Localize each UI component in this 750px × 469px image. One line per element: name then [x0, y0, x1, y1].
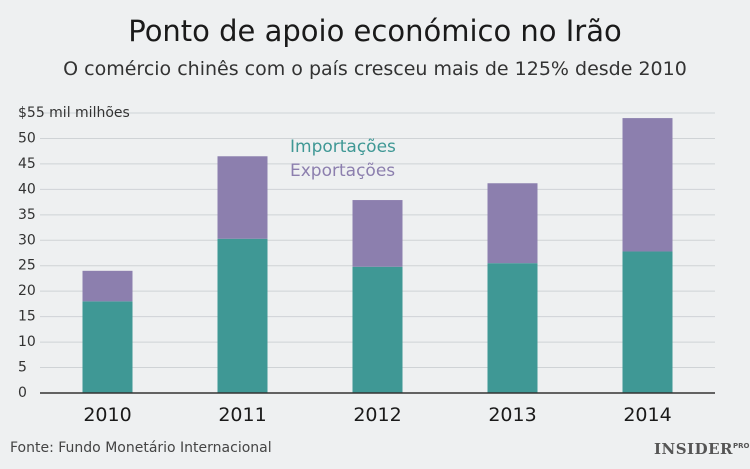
bar-imports — [622, 251, 673, 393]
y-tick-label: 40 — [18, 181, 36, 197]
x-tick-label: 2011 — [218, 404, 266, 426]
x-tick-label: 2010 — [83, 404, 131, 426]
source-note: Fonte: Fundo Monetário Internacional — [10, 440, 272, 456]
bar-imports — [352, 266, 403, 393]
y-tick-label: 35 — [18, 207, 36, 223]
chart-title: Ponto de apoio económico no Irão — [128, 14, 622, 48]
y-tick-label: 5 — [18, 360, 27, 376]
bar-imports — [82, 301, 133, 393]
y-tick-label: 50 — [18, 130, 36, 146]
y-tick-label: $55 mil milhões — [18, 105, 130, 121]
legend-label-imports: Importações — [290, 137, 396, 157]
bar-imports — [487, 263, 538, 393]
bar-exports — [217, 156, 268, 239]
bar-exports — [352, 200, 403, 267]
bar-exports — [622, 118, 673, 252]
bar-exports — [82, 270, 133, 302]
y-tick-label: 25 — [18, 258, 36, 274]
insider-pro-logo: INSIDERPRO — [654, 440, 750, 458]
x-tick-label: 2013 — [488, 404, 536, 426]
legend-label-exports: Exportações — [290, 161, 395, 181]
y-tick-label: 10 — [18, 334, 36, 350]
y-tick-label: 30 — [18, 232, 36, 248]
chart-subtitle: O comércio chinês com o país cresceu mai… — [63, 58, 687, 80]
y-tick-label: 0 — [18, 385, 27, 401]
bar-exports — [487, 183, 538, 264]
y-tick-label: 20 — [18, 283, 36, 299]
y-tick-label: 45 — [18, 156, 36, 172]
x-tick-label: 2012 — [353, 404, 401, 426]
bar-imports — [217, 238, 268, 393]
y-tick-label: 15 — [18, 309, 36, 325]
x-tick-label: 2014 — [623, 404, 671, 426]
